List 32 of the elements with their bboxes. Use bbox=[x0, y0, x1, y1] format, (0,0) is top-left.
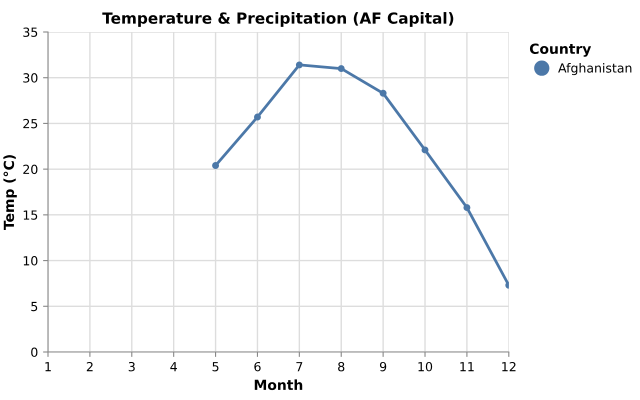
y-tick-label: 15 bbox=[24, 210, 38, 220]
y-tick-label: 35 bbox=[23, 27, 38, 37]
y-tick-label: 10 bbox=[24, 256, 38, 266]
y-tick-label: 25 bbox=[23, 118, 38, 128]
y-tick-label: 20 bbox=[23, 164, 38, 174]
x-tick-label: 7 bbox=[296, 362, 302, 372]
x-axis-title: Month bbox=[254, 379, 302, 390]
point bbox=[422, 146, 428, 154]
point bbox=[296, 61, 303, 68]
x-tick-label: 1 bbox=[45, 362, 51, 372]
x-tick-label: 9 bbox=[380, 362, 386, 372]
legend-title: Country bbox=[530, 43, 592, 57]
point bbox=[254, 114, 261, 120]
x-tick-label: 12 bbox=[502, 362, 516, 372]
chart-title: Temperature & Precipitation (AF Capital) bbox=[102, 12, 454, 27]
y-tick-label: 5 bbox=[31, 302, 38, 312]
y-tick-label: 0 bbox=[31, 347, 38, 357]
point bbox=[380, 90, 387, 97]
y-tick-label: 30 bbox=[23, 73, 38, 83]
x-tick-label: 6 bbox=[254, 362, 261, 372]
x-tick-label: 5 bbox=[212, 362, 218, 372]
x-tick-label: 4 bbox=[170, 362, 177, 372]
legend-label: Afghanistan bbox=[558, 63, 632, 76]
point bbox=[212, 162, 220, 169]
x-tick-label: 11 bbox=[460, 362, 474, 372]
point bbox=[338, 65, 345, 72]
point bbox=[463, 204, 470, 212]
y-axis-title: Temp (°C) bbox=[3, 155, 17, 230]
x-tick-label: 10 bbox=[418, 362, 432, 372]
x-tick-label: 2 bbox=[86, 362, 93, 372]
x-tick-label: 3 bbox=[128, 362, 135, 372]
x-tick-label: 8 bbox=[338, 362, 344, 372]
